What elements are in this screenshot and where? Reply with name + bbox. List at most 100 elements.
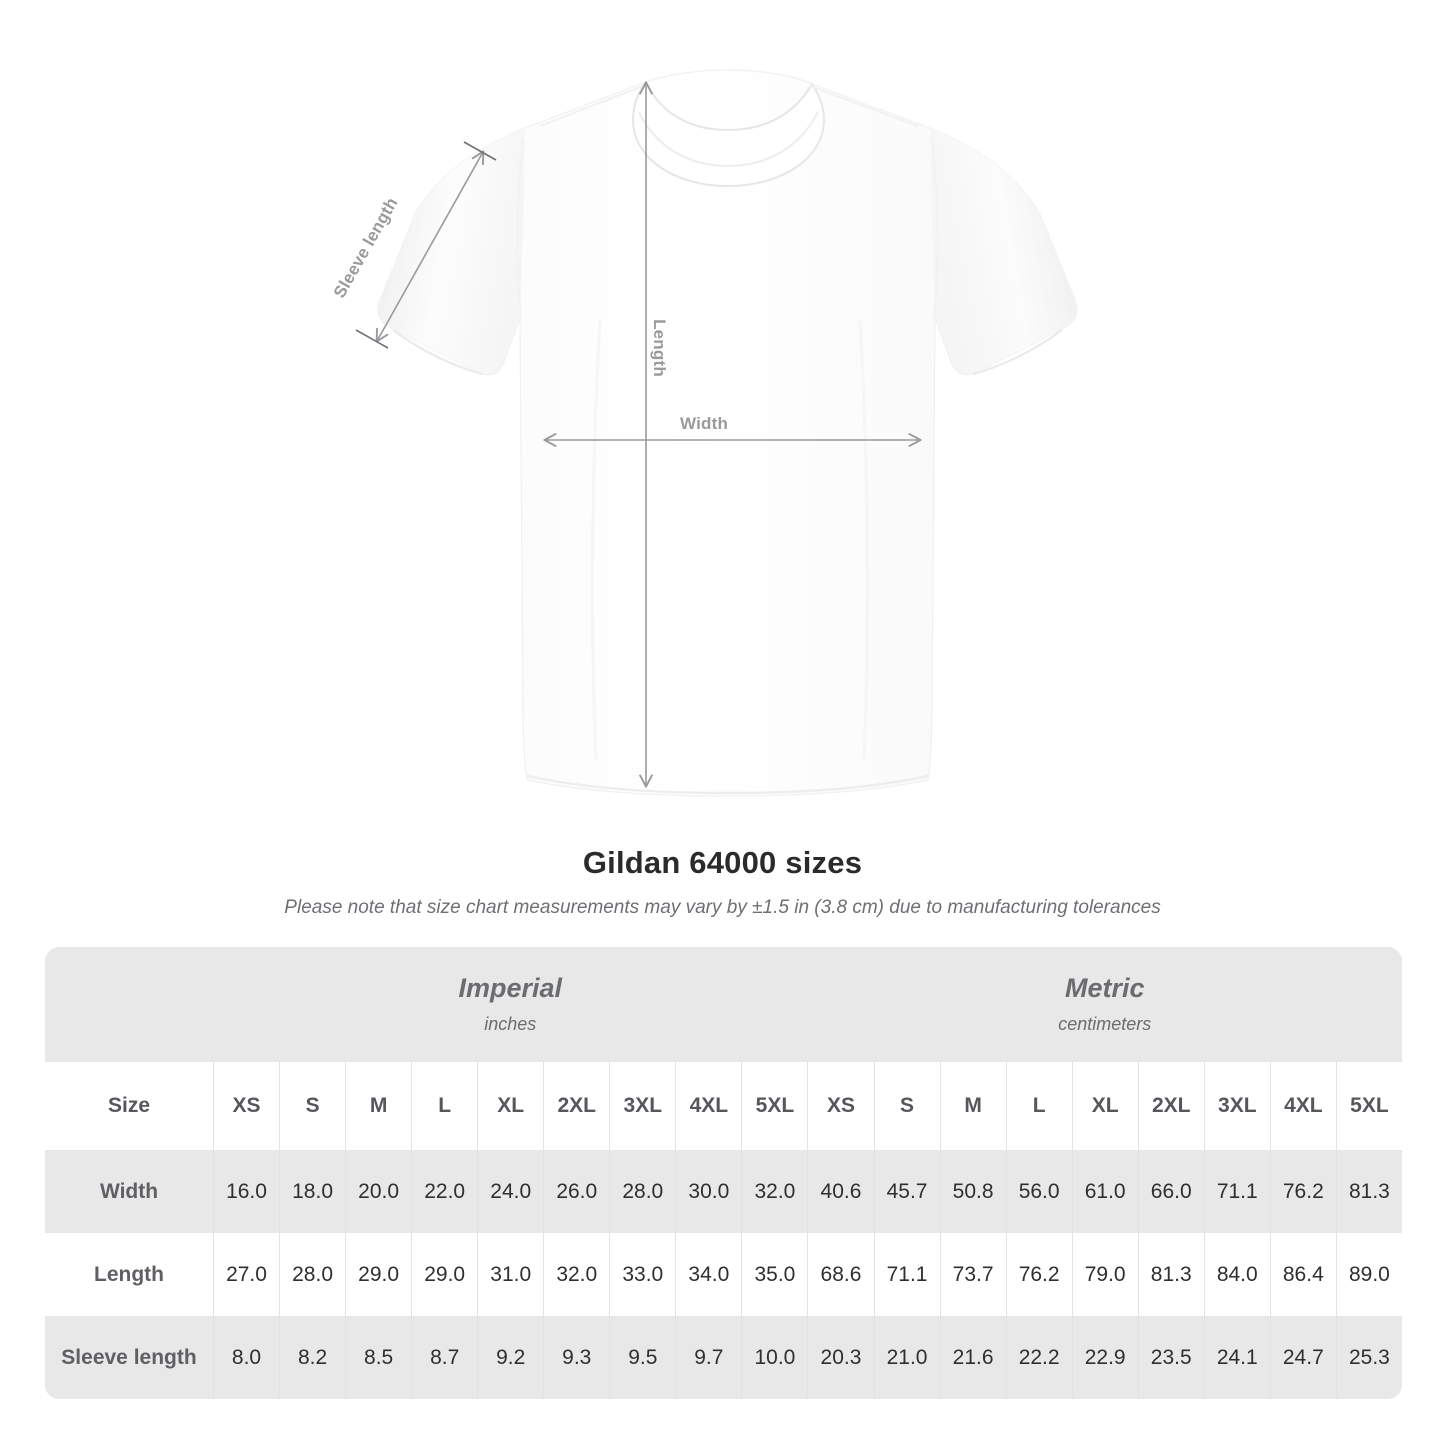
cell-sleeve-metric-5xl: 25.3 [1335,1316,1402,1399]
cell-sleeve-metric-xl: 22.9 [1071,1316,1138,1399]
size-col-metric-4xl: 4XL [1269,1062,1336,1150]
cell-length-imperial-l: 29.0 [411,1233,478,1316]
measurement-annotations [355,81,922,788]
cell-sleeve-imperial-xs: 8.0 [213,1316,280,1399]
cell-length-metric-xs: 68.6 [807,1233,874,1316]
size-col-metric-2xl: 2XL [1137,1062,1204,1150]
unit-header-spacer [45,947,213,1062]
sleeve-length-tick-bottom [355,329,389,349]
cell-width-imperial-5xl: 32.0 [741,1150,808,1233]
cell-width-imperial-4xl: 30.0 [675,1150,742,1233]
size-col-metric-3xl: 3XL [1203,1062,1270,1150]
cell-width-metric-s: 45.7 [873,1150,940,1233]
cell-width-metric-l: 56.0 [1005,1150,1072,1233]
cell-width-imperial-2xl: 26.0 [543,1150,610,1233]
left-sleeve [377,128,525,375]
cell-sleeve-imperial-2xl: 9.3 [543,1316,610,1399]
size-header-row: Size XS S M L XL 2XL 3XL 4XL 5XL XS S M … [45,1062,1402,1150]
tshirt-illustration [355,69,1078,797]
unit-sub-metric: centimeters [1058,1013,1152,1034]
bottom-hem [526,774,929,795]
cell-width-imperial-s: 18.0 [279,1150,346,1233]
size-col-metric-5xl: 5XL [1335,1062,1402,1150]
collar-inner-edge [638,111,819,168]
length-label: Length [649,319,669,377]
left-armhole-seam [516,139,524,319]
cell-sleeve-imperial-4xl: 9.7 [675,1316,742,1399]
unit-name-imperial: Imperial [458,973,562,1004]
cell-length-metric-xl: 79.0 [1071,1233,1138,1316]
unit-header-row: Imperial inches Metric centimeters [45,947,1402,1062]
cell-width-metric-xs: 40.6 [807,1150,874,1233]
cell-length-imperial-xs: 27.0 [213,1233,280,1316]
title-block: Gildan 64000 sizes Please note that size… [0,845,1445,919]
cell-length-metric-5xl: 89.0 [1335,1233,1402,1316]
row-label-width: Width [45,1150,213,1233]
size-col-metric-l: L [1005,1062,1072,1150]
cell-width-imperial-m: 20.0 [345,1150,412,1233]
cell-width-metric-4xl: 76.2 [1269,1150,1336,1233]
size-col-metric-m: M [939,1062,1006,1150]
cell-length-imperial-2xl: 32.0 [543,1233,610,1316]
table-row-width: Width 16.0 18.0 20.0 22.0 24.0 26.0 28.0… [45,1150,1402,1233]
cell-sleeve-imperial-s: 8.2 [279,1316,346,1399]
fabric-fold [591,319,602,761]
cell-width-metric-5xl: 81.3 [1335,1150,1402,1233]
right-sleeve-hem [972,329,1063,376]
width-label: Width [680,414,729,433]
right-armhole-seam [931,139,939,319]
cell-width-imperial-3xl: 28.0 [609,1150,676,1233]
size-col-imperial-xs: XS [213,1062,280,1150]
cell-sleeve-metric-3xl: 24.1 [1203,1316,1270,1399]
page-title: Gildan 64000 sizes [582,845,863,880]
right-sleeve [930,128,1078,375]
cell-sleeve-imperial-l: 8.7 [411,1316,478,1399]
size-col-imperial-s: S [279,1062,346,1150]
size-col-imperial-2xl: 2XL [543,1062,610,1150]
cell-length-imperial-3xl: 33.0 [609,1233,676,1316]
cell-length-metric-m: 73.7 [939,1233,1006,1316]
cell-length-imperial-xl: 31.0 [477,1233,544,1316]
cell-sleeve-imperial-xl: 9.2 [477,1316,544,1399]
cell-sleeve-metric-s: 21.0 [873,1316,940,1399]
cell-width-imperial-xl: 24.0 [477,1150,544,1233]
size-col-imperial-l: L [411,1062,478,1150]
right-shoulder-seam [809,85,919,127]
cell-sleeve-imperial-3xl: 9.5 [609,1316,676,1399]
left-shoulder-seam [539,83,649,127]
cell-length-metric-3xl: 84.0 [1203,1233,1270,1316]
unit-name-metric: Metric [1064,973,1145,1004]
cell-width-imperial-l: 22.0 [411,1150,478,1233]
cell-sleeve-metric-xs: 20.3 [807,1316,874,1399]
table-row-length: Length 27.0 28.0 29.0 29.0 31.0 32.0 33.… [45,1233,1402,1316]
size-col-imperial-xl: XL [477,1062,544,1150]
size-col-imperial-3xl: 3XL [609,1062,676,1150]
size-col-imperial-4xl: 4XL [675,1062,742,1150]
size-header-label: Size [45,1062,213,1150]
sleeve-length-arrow [375,150,485,343]
cell-sleeve-metric-2xl: 23.5 [1137,1316,1204,1399]
cell-length-imperial-s: 28.0 [279,1233,346,1316]
tshirt-diagram: Sleeve length Length Width [330,69,1078,797]
unit-header-metric: Metric centimeters [807,947,1402,1062]
fabric-fold [858,319,869,761]
cell-length-metric-s: 71.1 [873,1233,940,1316]
cell-width-metric-xl: 61.0 [1071,1150,1138,1233]
cell-width-metric-3xl: 71.1 [1203,1150,1270,1233]
size-col-metric-xl: XL [1071,1062,1138,1150]
size-table-container: Imperial inches Metric centimeters Size … [45,947,1402,1399]
collar-ribbing [631,80,826,188]
cell-sleeve-metric-4xl: 24.7 [1269,1316,1336,1399]
cell-length-imperial-m: 29.0 [345,1233,412,1316]
cell-sleeve-metric-l: 22.2 [1005,1316,1072,1399]
row-label-length: Length [45,1233,213,1316]
table-row-sleeve-length: Sleeve length 8.0 8.2 8.5 8.7 9.2 9.3 9.… [45,1316,1402,1399]
unit-header-imperial: Imperial inches [213,947,808,1062]
sleeve-length-tick-top [463,141,497,161]
cell-sleeve-imperial-5xl: 10.0 [741,1316,808,1399]
cell-length-imperial-5xl: 35.0 [741,1233,808,1316]
cell-width-imperial-xs: 16.0 [213,1150,280,1233]
cell-length-metric-4xl: 86.4 [1269,1233,1336,1316]
tshirt-shape [377,69,1078,797]
